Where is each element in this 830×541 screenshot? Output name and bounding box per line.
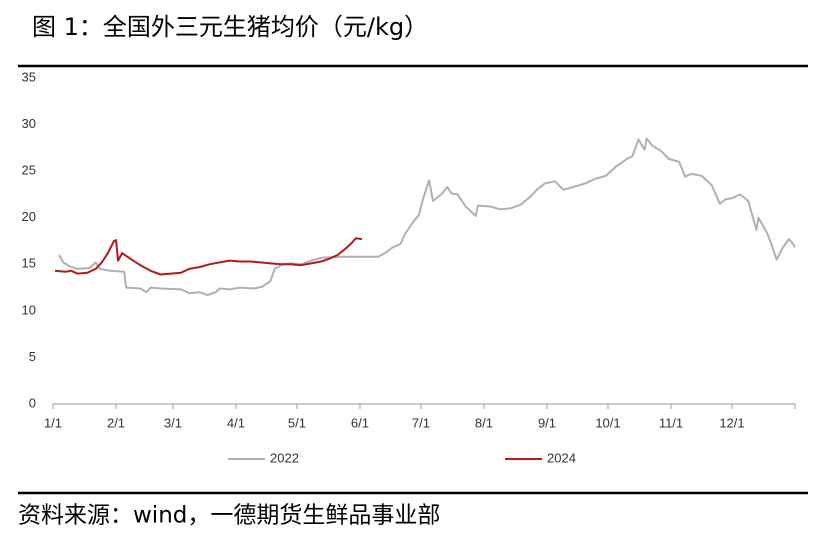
series-line — [58, 137, 796, 296]
x-tick-label: 6/1 — [351, 415, 369, 430]
y-tick-label: 10 — [22, 302, 36, 317]
x-tick-label: 8/1 — [475, 415, 493, 430]
chart-title: 图 1：全国外三元生猪均价（元/kg） — [32, 13, 428, 41]
x-tick-label: 2/1 — [107, 415, 125, 430]
y-tick-label: 15 — [22, 256, 36, 271]
source: 资料来源：wind，一德期货生鲜品事业部 — [18, 503, 440, 529]
y-tick-label: 25 — [22, 163, 36, 178]
legend-label: 2024 — [547, 450, 576, 465]
x-tick-label: 11/1 — [659, 415, 683, 430]
x-tick-label: 10/1 — [595, 415, 620, 430]
x-tick-label: 3/1 — [164, 415, 182, 430]
x-tick-label: 12/1 — [719, 415, 744, 430]
x-tick-label: 9/1 — [538, 415, 556, 430]
y-tick-label: 0 — [29, 395, 36, 410]
y-tick-label: 35 — [22, 69, 36, 84]
x-tick-label: 5/1 — [288, 415, 306, 430]
series-line — [54, 237, 363, 276]
y-tick-label: 30 — [22, 116, 36, 131]
y-tick-label: 5 — [29, 349, 36, 364]
legend-label: 2022 — [270, 450, 299, 465]
x-tick-label: 4/1 — [227, 415, 245, 430]
x-tick-label: 7/1 — [412, 415, 430, 430]
y-tick-label: 20 — [22, 209, 36, 224]
x-tick-label: 1/1 — [44, 415, 62, 430]
